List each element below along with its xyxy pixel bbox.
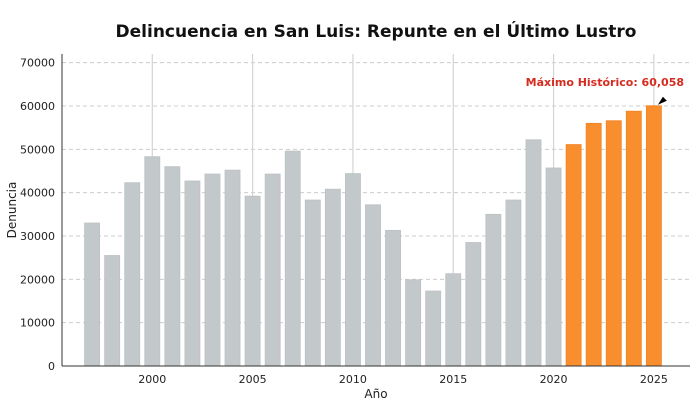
bar [244,195,261,367]
y-tick-label: 10000 [20,317,55,330]
bar-highlight [625,110,642,367]
bar-highlight [585,122,602,367]
bar [385,229,401,367]
bar [365,204,381,367]
bar [184,180,201,367]
annotation: Máximo Histórico: 60,058 [526,76,684,105]
bar [84,222,101,367]
bar [124,182,141,367]
y-tick-label: 50000 [20,143,55,156]
x-axis-title: Año [364,387,387,401]
y-tick-label: 60000 [20,100,55,113]
axes: 0 10000 20000 30000 40000 50000 60000 70000 2000… [20,54,690,386]
bar [264,173,281,367]
bar [345,173,361,367]
x-tick-label: 2020 [540,373,568,386]
bar [304,199,321,367]
y-tick-label: 20000 [20,273,55,286]
bar [545,167,562,367]
bar [204,173,221,367]
bar [485,213,502,367]
y-tick-label: 40000 [20,187,55,200]
bar-highlight [605,120,622,367]
bar [164,166,181,367]
x-tick-label: 2000 [138,373,166,386]
y-tick-label: 30000 [20,230,55,243]
bar [425,290,442,367]
bar [445,273,462,367]
y-tick-label: 0 [48,360,55,373]
x-tick-label: 2025 [640,373,668,386]
bar [104,255,121,367]
bar-highlight [645,105,662,367]
bar [465,242,482,367]
y-tick-label: 70000 [20,57,55,70]
bar [405,279,422,367]
bar [505,199,522,367]
bar [284,150,301,367]
bar [324,188,341,367]
bar [144,156,161,367]
x-tick-label: 2010 [339,373,367,386]
bar [525,139,542,367]
x-tick-label: 2005 [239,373,267,386]
x-tick-label: 2015 [439,373,467,386]
annotation-arrow [657,96,667,105]
bar [224,169,241,367]
bars [84,105,662,367]
y-axis-title: Denuncia [5,182,19,239]
annotation-label: Máximo Histórico: 60,058 [526,76,684,89]
bar-highlight [565,144,582,367]
chart-title: Delincuencia en San Luis: Repunte en el … [116,20,637,42]
